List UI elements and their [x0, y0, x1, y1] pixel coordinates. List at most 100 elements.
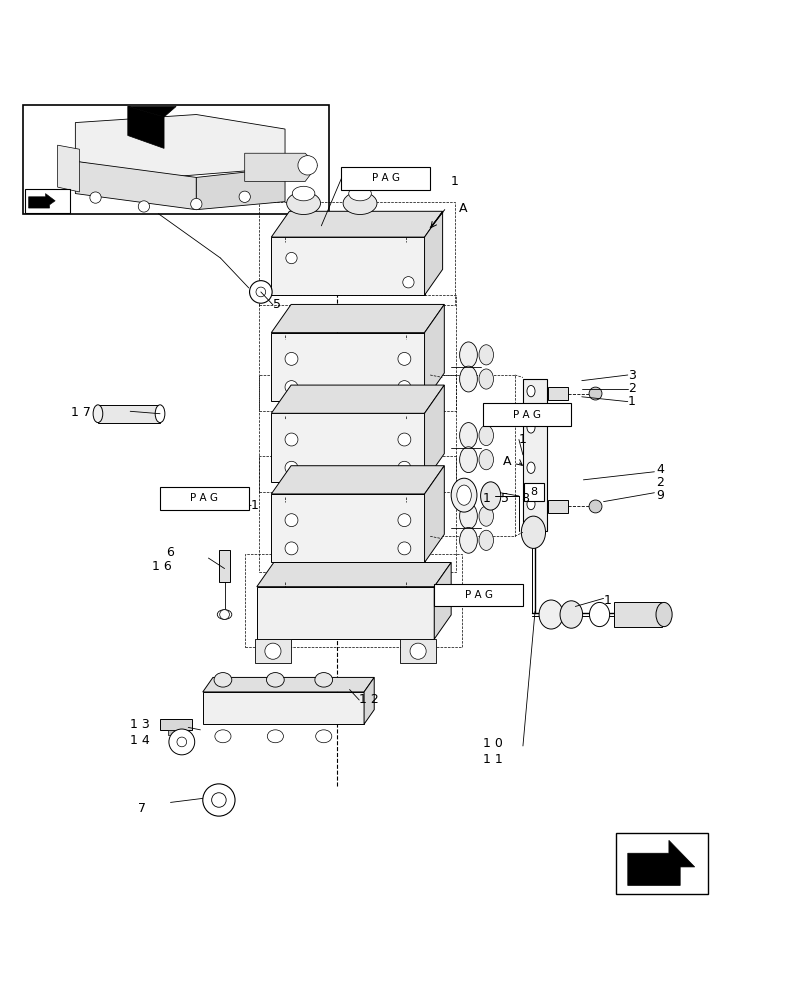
Ellipse shape — [478, 530, 493, 550]
Ellipse shape — [155, 405, 165, 423]
Text: P A G: P A G — [513, 410, 540, 420]
Polygon shape — [255, 639, 290, 663]
Circle shape — [298, 156, 317, 175]
Text: 1 2: 1 2 — [358, 693, 379, 706]
Circle shape — [588, 500, 601, 513]
Ellipse shape — [315, 730, 332, 743]
Circle shape — [397, 381, 410, 394]
Text: 7: 7 — [138, 802, 146, 815]
Text: P A G: P A G — [464, 590, 492, 600]
Polygon shape — [271, 413, 424, 482]
Polygon shape — [271, 385, 444, 413]
Text: 1 0: 1 0 — [482, 737, 502, 750]
Circle shape — [90, 192, 101, 203]
Polygon shape — [203, 677, 374, 692]
Text: 1: 1 — [482, 492, 490, 505]
Circle shape — [410, 643, 426, 659]
Ellipse shape — [478, 450, 493, 470]
Polygon shape — [244, 153, 317, 181]
Polygon shape — [196, 168, 285, 210]
Text: 2: 2 — [627, 382, 635, 395]
Polygon shape — [75, 161, 196, 210]
Circle shape — [285, 461, 298, 474]
Polygon shape — [98, 405, 160, 423]
Polygon shape — [271, 237, 424, 295]
Ellipse shape — [480, 482, 500, 510]
Bar — [259, 375, 456, 492]
Circle shape — [402, 277, 414, 288]
Text: 1: 1 — [603, 594, 611, 607]
Circle shape — [397, 514, 410, 527]
Ellipse shape — [521, 516, 545, 548]
Ellipse shape — [451, 478, 476, 512]
Ellipse shape — [478, 425, 493, 446]
Ellipse shape — [589, 602, 609, 627]
Bar — [219, 550, 230, 582]
Circle shape — [285, 542, 298, 555]
Bar — [547, 387, 568, 400]
Ellipse shape — [286, 192, 320, 215]
Text: A: A — [458, 202, 466, 215]
Polygon shape — [271, 304, 444, 333]
Text: 3: 3 — [627, 369, 635, 382]
Polygon shape — [256, 562, 451, 587]
Ellipse shape — [560, 601, 582, 628]
Ellipse shape — [266, 673, 284, 687]
Polygon shape — [613, 602, 662, 627]
Bar — [259, 295, 456, 411]
Polygon shape — [75, 115, 285, 177]
Circle shape — [264, 643, 281, 659]
Text: 1: 1 — [627, 395, 635, 408]
Polygon shape — [522, 379, 547, 531]
Polygon shape — [256, 587, 434, 639]
Bar — [482, 403, 571, 426]
Bar — [259, 202, 454, 305]
Bar — [430, 375, 514, 536]
Text: 8: 8 — [521, 492, 529, 505]
Ellipse shape — [292, 186, 315, 201]
Circle shape — [220, 610, 229, 619]
Circle shape — [138, 201, 149, 212]
Bar — [25, 189, 70, 213]
Circle shape — [191, 198, 202, 210]
Ellipse shape — [217, 610, 231, 619]
Text: 8: 8 — [530, 487, 537, 497]
Bar — [547, 500, 568, 513]
Text: 9: 9 — [655, 489, 663, 502]
Bar — [168, 730, 180, 735]
Text: 1 1: 1 1 — [482, 753, 502, 766]
Text: 5: 5 — [272, 298, 281, 311]
Polygon shape — [271, 494, 424, 562]
Polygon shape — [424, 304, 444, 401]
Ellipse shape — [655, 602, 672, 627]
Ellipse shape — [459, 527, 477, 553]
Ellipse shape — [215, 730, 230, 743]
Ellipse shape — [459, 342, 477, 368]
Circle shape — [285, 381, 298, 394]
Polygon shape — [434, 562, 451, 639]
Ellipse shape — [315, 673, 333, 687]
Ellipse shape — [348, 186, 371, 201]
Text: P A G: P A G — [371, 173, 399, 183]
Polygon shape — [271, 333, 424, 401]
Polygon shape — [28, 194, 55, 208]
Polygon shape — [627, 840, 694, 885]
Ellipse shape — [526, 422, 534, 433]
Ellipse shape — [343, 192, 376, 215]
Polygon shape — [271, 466, 444, 494]
Circle shape — [177, 737, 187, 747]
Bar — [23, 105, 329, 214]
Text: 1: 1 — [450, 175, 457, 188]
Bar — [341, 167, 430, 190]
Circle shape — [397, 542, 410, 555]
Text: A: A — [502, 455, 511, 468]
Ellipse shape — [478, 506, 493, 526]
Ellipse shape — [526, 385, 534, 397]
Text: 1 4: 1 4 — [130, 734, 150, 747]
Ellipse shape — [478, 345, 493, 365]
Ellipse shape — [457, 485, 470, 505]
Circle shape — [212, 793, 226, 807]
Text: 5: 5 — [500, 492, 508, 505]
Ellipse shape — [459, 447, 477, 473]
Bar — [615, 833, 707, 894]
